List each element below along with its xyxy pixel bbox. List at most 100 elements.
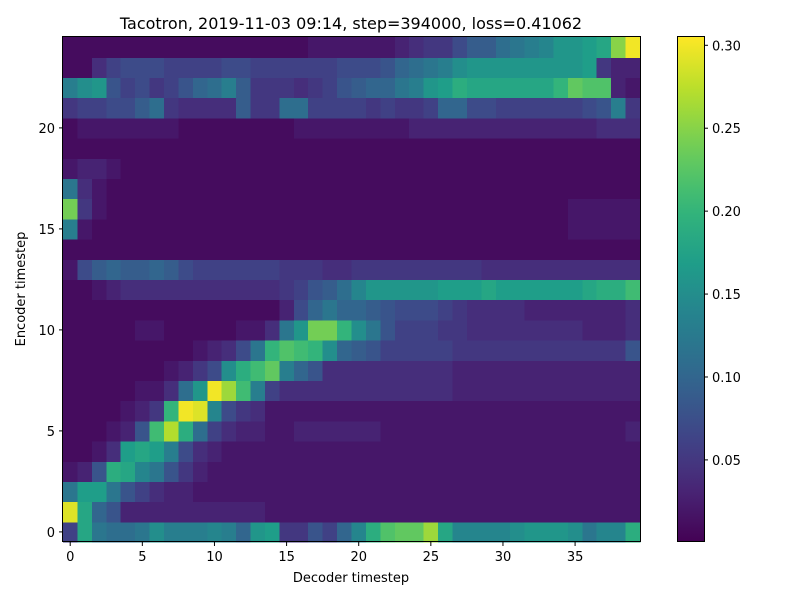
- heatmap-cell: [63, 319, 79, 341]
- heatmap-cell: [452, 441, 468, 462]
- heatmap-cell: [452, 239, 468, 260]
- heatmap-cell: [149, 178, 165, 200]
- heatmap-cell: [264, 178, 280, 200]
- heatmap-cell: [438, 198, 454, 220]
- heatmap-cell: [365, 178, 381, 200]
- heatmap-cell: [596, 117, 612, 139]
- heatmap-cell: [438, 461, 454, 482]
- heatmap-cell: [582, 299, 598, 321]
- heatmap-cell: [337, 441, 353, 462]
- heatmap-cell: [365, 461, 381, 482]
- heatmap-cell: [337, 481, 353, 503]
- x-tick-label: 15: [278, 550, 295, 565]
- heatmap-cell: [106, 319, 122, 341]
- heatmap-cell: [351, 481, 367, 503]
- heatmap-cell: [63, 380, 79, 402]
- heatmap-cell: [567, 158, 583, 179]
- heatmap-cell: [625, 218, 641, 240]
- heatmap-cell: [582, 97, 598, 119]
- heatmap-cell: [625, 57, 641, 78]
- heatmap-cell: [596, 441, 612, 462]
- heatmap-cell: [106, 461, 122, 482]
- heatmap-cell: [91, 441, 107, 462]
- heatmap-cell: [178, 218, 194, 240]
- heatmap-cell: [582, 420, 598, 442]
- heatmap-cell: [596, 521, 612, 543]
- heatmap-cell: [236, 521, 252, 543]
- heatmap-cell: [524, 380, 540, 402]
- heatmap-cell: [380, 481, 396, 503]
- heatmap-cell: [582, 481, 598, 503]
- x-tick-label: 35: [567, 550, 584, 565]
- heatmap-cell: [120, 178, 136, 200]
- heatmap-cell: [106, 380, 122, 402]
- heatmap-cell: [163, 97, 179, 119]
- heatmap-cell: [466, 158, 482, 179]
- heatmap-cell: [567, 57, 583, 78]
- heatmap-cell: [178, 158, 194, 179]
- heatmap-cell: [380, 239, 396, 260]
- heatmap-cell: [207, 400, 223, 422]
- heatmap-cell: [279, 138, 295, 159]
- y-tick-label: 5: [47, 425, 55, 440]
- heatmap-cell: [178, 117, 194, 139]
- heatmap-cell: [192, 218, 208, 240]
- heatmap-cell: [539, 279, 555, 301]
- heatmap-cell: [510, 97, 526, 119]
- heatmap-cell: [250, 57, 266, 78]
- heatmap-cell: [337, 198, 353, 220]
- heatmap-cell: [524, 501, 540, 523]
- heatmap-cell: [625, 158, 641, 179]
- heatmap-cell: [481, 380, 497, 402]
- heatmap-cell: [567, 441, 583, 462]
- x-tick-label: 20: [350, 550, 367, 565]
- heatmap-cell: [207, 57, 223, 78]
- heatmap-cell: [264, 37, 280, 58]
- heatmap-cell: [149, 158, 165, 179]
- heatmap-cell: [510, 158, 526, 179]
- heatmap-cell: [452, 420, 468, 442]
- heatmap-cell: [207, 461, 223, 482]
- heatmap-cell: [264, 218, 280, 240]
- heatmap-cell: [524, 259, 540, 280]
- heatmap-cell: [351, 441, 367, 462]
- heatmap-cell: [611, 77, 627, 99]
- heatmap-cell: [351, 57, 367, 78]
- heatmap-cell: [120, 380, 136, 402]
- heatmap-cell: [380, 521, 396, 543]
- heatmap-cell: [394, 461, 410, 482]
- heatmap-cell: [63, 259, 79, 280]
- heatmap-cell: [293, 279, 309, 301]
- heatmap-cell: [149, 420, 165, 442]
- heatmap-cell: [380, 319, 396, 341]
- heatmap-cell: [337, 239, 353, 260]
- heatmap-cell: [221, 37, 237, 58]
- heatmap-cell: [236, 138, 252, 159]
- heatmap-cell: [236, 117, 252, 139]
- heatmap-cell: [625, 420, 641, 442]
- heatmap-cell: [611, 178, 627, 200]
- heatmap-cell: [106, 299, 122, 321]
- heatmap-cell: [380, 97, 396, 119]
- heatmap-cell: [452, 138, 468, 159]
- heatmap-cell: [308, 360, 324, 381]
- heatmap-cell: [106, 198, 122, 220]
- heatmap-cell: [178, 420, 194, 442]
- heatmap-cell: [192, 57, 208, 78]
- heatmap-cell: [351, 77, 367, 99]
- heatmap-cell: [481, 259, 497, 280]
- heatmap-cell: [409, 239, 425, 260]
- heatmap-cell: [308, 97, 324, 119]
- heatmap-cell: [438, 360, 454, 381]
- heatmap-cell: [524, 77, 540, 99]
- heatmap-cell: [337, 37, 353, 58]
- heatmap-cell: [567, 461, 583, 482]
- heatmap-cell: [380, 461, 396, 482]
- heatmap-cell: [365, 481, 381, 503]
- heatmap-cell: [495, 441, 511, 462]
- heatmap-cell: [207, 481, 223, 503]
- heatmap-cell: [481, 117, 497, 139]
- heatmap-cell: [481, 521, 497, 543]
- heatmap-cell: [409, 138, 425, 159]
- heatmap-cell: [481, 360, 497, 381]
